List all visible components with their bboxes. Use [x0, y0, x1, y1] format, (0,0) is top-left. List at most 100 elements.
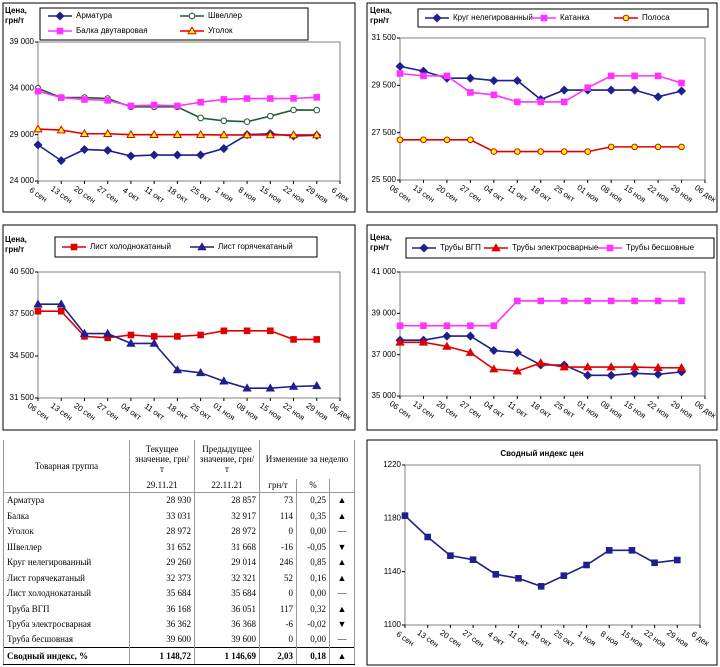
data-point — [560, 98, 568, 106]
data-point — [195, 367, 206, 377]
legend-marker — [540, 14, 548, 22]
data-point — [197, 114, 204, 122]
data-point — [490, 322, 498, 330]
data-point — [631, 143, 638, 151]
data-point — [126, 151, 136, 161]
y-tick-label: 39 000 — [372, 308, 397, 317]
data-point — [418, 337, 429, 346]
header-cell: Изменение за неделю — [259, 440, 355, 479]
legend-label: Швеллер — [208, 11, 242, 20]
data-point — [674, 556, 681, 564]
data-point — [265, 130, 275, 139]
header-cell: грн/т — [259, 478, 297, 493]
data-point — [631, 72, 638, 80]
data-point — [465, 347, 476, 356]
data-point — [442, 341, 452, 350]
table-cell: 29 260 — [129, 554, 195, 570]
data-point — [490, 148, 498, 155]
legend-marker — [70, 243, 78, 251]
y-tick-label: 1220 — [383, 460, 401, 469]
data-point — [103, 328, 113, 337]
y-tick-label: 40 500 — [10, 267, 35, 276]
table-cell: — — [329, 585, 355, 601]
data-point — [677, 86, 687, 96]
table-cell: 0,85 — [296, 554, 330, 570]
table-cell: Сводный индекс, % — [3, 647, 130, 665]
legend-marker — [187, 26, 197, 35]
data-point — [654, 72, 662, 80]
header-row: Товарная группа Текущее значение, грн/т … — [3, 440, 355, 493]
data-point — [442, 331, 452, 341]
panel — [366, 439, 718, 666]
data-point — [653, 369, 663, 379]
legend-box — [405, 237, 715, 259]
data-point — [537, 583, 545, 590]
y-tick-label: 29 000 — [10, 130, 35, 139]
table-cell: ▲ — [329, 508, 355, 524]
data-point — [396, 70, 404, 77]
table-row: Арматура 28 930 28 857 73 0,25 ▲ — [3, 491, 355, 509]
legend-marker — [55, 11, 65, 21]
legend-label: Лист горячекатаный — [218, 242, 293, 251]
y-tick-label: 1140 — [384, 567, 402, 576]
table-cell: -0,02 — [296, 616, 330, 632]
data-point — [150, 101, 158, 109]
table-cell: Арматура — [3, 491, 130, 509]
data-point — [651, 559, 658, 567]
legend-box — [54, 236, 318, 258]
data-point — [630, 368, 640, 378]
y-tick-label: 1180 — [384, 513, 402, 522]
table-cell: Лист горячекатаный — [3, 569, 130, 586]
table-cell: 39 600 — [129, 631, 195, 648]
data-point — [560, 297, 568, 305]
table-cell: 32 321 — [194, 569, 260, 586]
table-cell: 31 652 — [129, 539, 195, 555]
data-point — [243, 327, 251, 335]
y-tick-label: 41 000 — [372, 267, 397, 276]
data-point — [537, 297, 545, 305]
panel — [2, 224, 356, 431]
data-point — [197, 98, 204, 106]
table-cell: 52 — [259, 569, 297, 586]
table-cell: 28 930 — [129, 491, 195, 509]
data-point — [607, 143, 615, 151]
table-cell: 33 031 — [129, 508, 195, 524]
data-point — [195, 129, 206, 138]
table-row: Швеллер 31 652 31 668 -16 -0,05 ▼ — [3, 539, 355, 555]
table-cell: 35 684 — [129, 585, 195, 601]
data-point — [537, 148, 545, 155]
data-point — [537, 98, 545, 106]
table-cell: 0,16 — [296, 569, 330, 586]
data-point — [606, 362, 616, 371]
data-point — [126, 129, 136, 138]
header-cell: Текущее значение, грн/т — [129, 440, 195, 479]
data-point — [420, 322, 427, 330]
data-point — [220, 96, 228, 103]
data-point — [172, 129, 183, 138]
table-row: Труба бесшовная 39 600 39 600 0 0,00— — [3, 631, 355, 648]
data-point — [489, 76, 499, 86]
data-point — [467, 136, 474, 144]
legend-marker — [491, 243, 501, 252]
table-cell: Лист холоднокатаный — [3, 585, 130, 601]
data-point — [219, 376, 229, 385]
data-point — [79, 128, 90, 138]
y-tick-label: 25 500 — [372, 175, 397, 184]
table-cell: 0 — [259, 523, 297, 540]
data-point — [607, 72, 615, 80]
data-point — [288, 130, 299, 139]
legend-label: Трубы ВГП — [440, 243, 481, 252]
price-table: Товарная группа Текущее значение, грн/т … — [3, 440, 355, 665]
table-cell: 0,35 — [296, 508, 330, 524]
data-point — [583, 362, 593, 371]
data-point — [103, 128, 113, 138]
legend-marker — [188, 12, 196, 20]
data-point — [312, 380, 322, 390]
table-cell: 31 668 — [194, 539, 260, 555]
table-cell: 32 917 — [194, 508, 260, 524]
plot-area — [399, 271, 706, 397]
data-point — [583, 561, 590, 569]
table-row: Труба электросварная 36 362 36 368 -6 -0,02 ▼ — [3, 616, 355, 632]
legend-label: Арматура — [76, 11, 113, 20]
y-tick-label: 37 000 — [372, 350, 397, 359]
